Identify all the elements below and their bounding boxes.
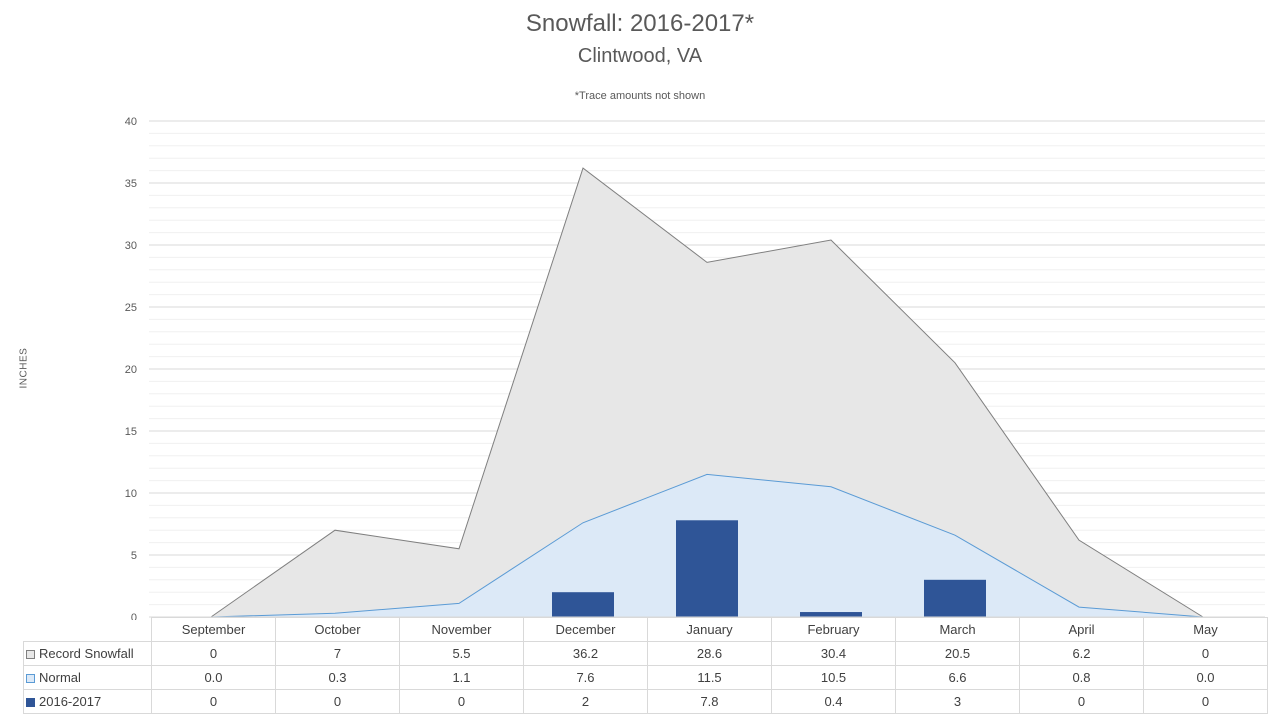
data-label: 6.2 (1019, 641, 1144, 666)
data-label: 10.5 (771, 665, 896, 690)
legend-label: 2016-2017 (39, 694, 102, 709)
bar-march (924, 579, 986, 617)
data-label: 6.6 (895, 665, 1020, 690)
y-tick-label: 40 (125, 116, 137, 128)
y-tick-label: 15 (125, 426, 137, 438)
chart-title: Snowfall: 2016-2017* (525, 10, 755, 37)
y-tick-label: 35 (125, 178, 137, 190)
y-tick-label: 25 (125, 302, 137, 314)
data-label: 0 (1019, 689, 1144, 714)
table-row: 2016-2017 0 0 0 2 7.8 0.4 3 0 0 (23, 689, 1268, 714)
data-label: 0.0 (1143, 665, 1268, 690)
record-snowfall-area (211, 168, 1203, 617)
chart-plot: 0 5 10 15 20 25 30 35 40 (125, 116, 1265, 620)
data-label: 3 (895, 689, 1020, 714)
data-table: September October November December January F… (23, 617, 1268, 714)
x-tick-label: November (399, 617, 524, 642)
data-label: 7.6 (523, 665, 648, 690)
data-label: 0.8 (1019, 665, 1144, 690)
legend-swatch (26, 650, 35, 659)
legend-entry: 2016-2017 (23, 689, 152, 714)
legend-label: Normal (39, 670, 81, 685)
chart-subtitle: Clintwood, VA (577, 45, 703, 67)
data-label: 0 (1143, 689, 1268, 714)
data-label: 7.8 (647, 689, 772, 714)
bar-february (800, 612, 862, 617)
data-label: 28.6 (647, 641, 772, 666)
x-tick-label: January (647, 617, 772, 642)
table-corner (24, 618, 152, 642)
data-label: 1.1 (399, 665, 524, 690)
legend-entry: Normal (23, 665, 152, 690)
bar-january (676, 520, 738, 617)
data-label: 0.3 (275, 665, 400, 690)
x-tick-label: October (275, 617, 400, 642)
legend-label: Record Snowfall (39, 646, 134, 661)
data-label: 0 (1143, 641, 1268, 666)
data-label: 5.5 (399, 641, 524, 666)
x-tick-label: April (1019, 617, 1144, 642)
y-tick-label: 5 (131, 550, 137, 562)
y-tick-label: 10 (125, 488, 137, 500)
y-tick-label: 20 (125, 364, 137, 376)
x-tick-label: February (771, 617, 896, 642)
data-label: 0.4 (771, 689, 896, 714)
table-row: Record Snowfall 0 7 5.5 36.2 28.6 30.4 20.5 6.2 0 (23, 641, 1268, 666)
y-tick-label: 0 (131, 612, 137, 620)
data-label: 2 (523, 689, 648, 714)
legend-entry: Record Snowfall (23, 641, 152, 666)
x-tick-label: September (151, 617, 276, 642)
data-label: 36.2 (523, 641, 648, 666)
data-label: 0 (151, 689, 276, 714)
data-label: 7 (275, 641, 400, 666)
data-label: 0 (275, 689, 400, 714)
x-tick-label: May (1143, 617, 1268, 642)
chart-note: *Trace amounts not shown (574, 90, 706, 102)
data-label: 0.0 (151, 665, 276, 690)
record-snowfall-line (210, 167, 1204, 618)
x-tick-label: December (523, 617, 648, 642)
normal-line (210, 473, 1204, 618)
legend-swatch (26, 674, 35, 683)
legend-swatch (26, 698, 35, 707)
bar-december (552, 592, 614, 617)
y-tick-label: 30 (125, 240, 137, 252)
table-row: Normal 0.0 0.3 1.1 7.6 11.5 10.5 6.6 0.8 0.0 (23, 665, 1268, 690)
x-tick-label: March (895, 617, 1020, 642)
data-label: 0 (399, 689, 524, 714)
data-label: 11.5 (647, 665, 772, 690)
data-label: 30.4 (771, 641, 896, 666)
data-label: 0 (151, 641, 276, 666)
data-label: 20.5 (895, 641, 1020, 666)
table-header-row: September October November December January F… (24, 617, 1268, 642)
